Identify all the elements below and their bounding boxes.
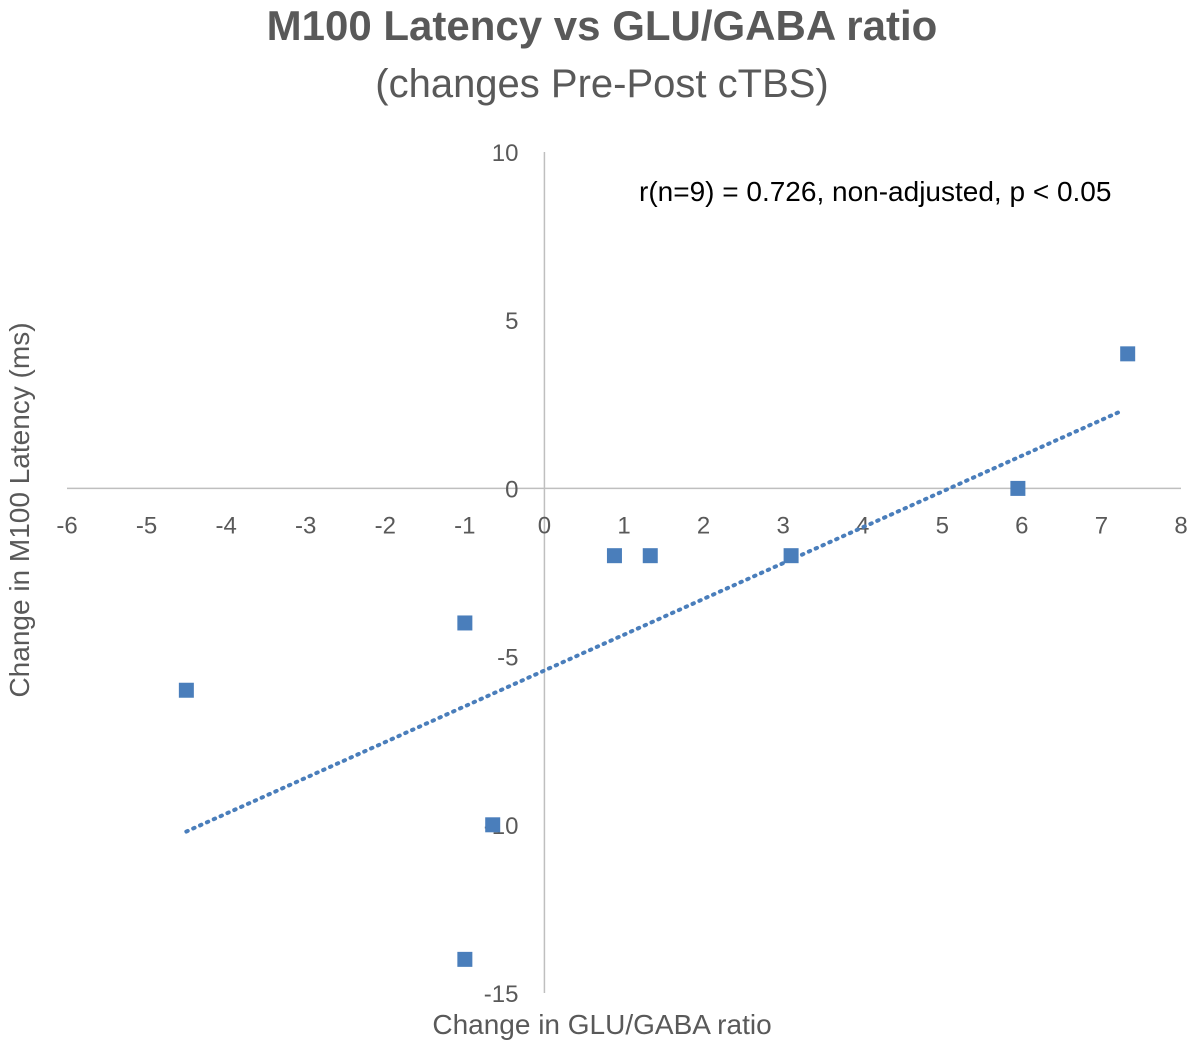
correlation-annotation: r(n=9) = 0.726, non-adjusted, p < 0.05 xyxy=(639,176,1112,207)
trendline xyxy=(184,409,1124,834)
x-tick-label: 5 xyxy=(936,512,949,539)
data-point xyxy=(485,817,501,833)
data-point xyxy=(457,951,473,967)
x-tick-label: 1 xyxy=(617,512,630,539)
y-tick-label: -15 xyxy=(484,981,519,1008)
x-tick-label: -3 xyxy=(295,512,316,539)
x-tick-label: 7 xyxy=(1095,512,1108,539)
y-tick-label: 5 xyxy=(505,308,518,335)
data-point xyxy=(1120,346,1136,362)
x-tick-label: -1 xyxy=(454,512,475,539)
chart-title: M100 Latency vs GLU/GABA ratio xyxy=(266,2,938,49)
y-tick-label: 0 xyxy=(505,476,518,503)
x-tick-label: -4 xyxy=(215,512,236,539)
y-tick-label: -5 xyxy=(497,645,518,672)
x-tick-label: 8 xyxy=(1174,512,1187,539)
y-tick-label: 10 xyxy=(492,140,519,167)
x-tick-label: -6 xyxy=(56,512,77,539)
x-tick-label: 3 xyxy=(776,512,789,539)
x-tick-label: 0 xyxy=(538,512,551,539)
chart-subtitle: (changes Pre-Post cTBS) xyxy=(375,62,829,106)
x-tick-label: -5 xyxy=(136,512,157,539)
data-point xyxy=(1010,480,1026,496)
x-axis-label: Change in GLU/GABA ratio xyxy=(432,1009,772,1040)
x-tick-label: -2 xyxy=(375,512,396,539)
x-tick-label: 6 xyxy=(1015,512,1028,539)
data-point xyxy=(606,548,622,564)
y-axis-label: Change in M100 Latency (ms) xyxy=(4,322,35,698)
data-point xyxy=(642,548,658,564)
data-point xyxy=(783,548,799,564)
x-tick-label: 2 xyxy=(697,512,710,539)
data-point xyxy=(457,615,473,631)
data-point xyxy=(178,682,194,698)
